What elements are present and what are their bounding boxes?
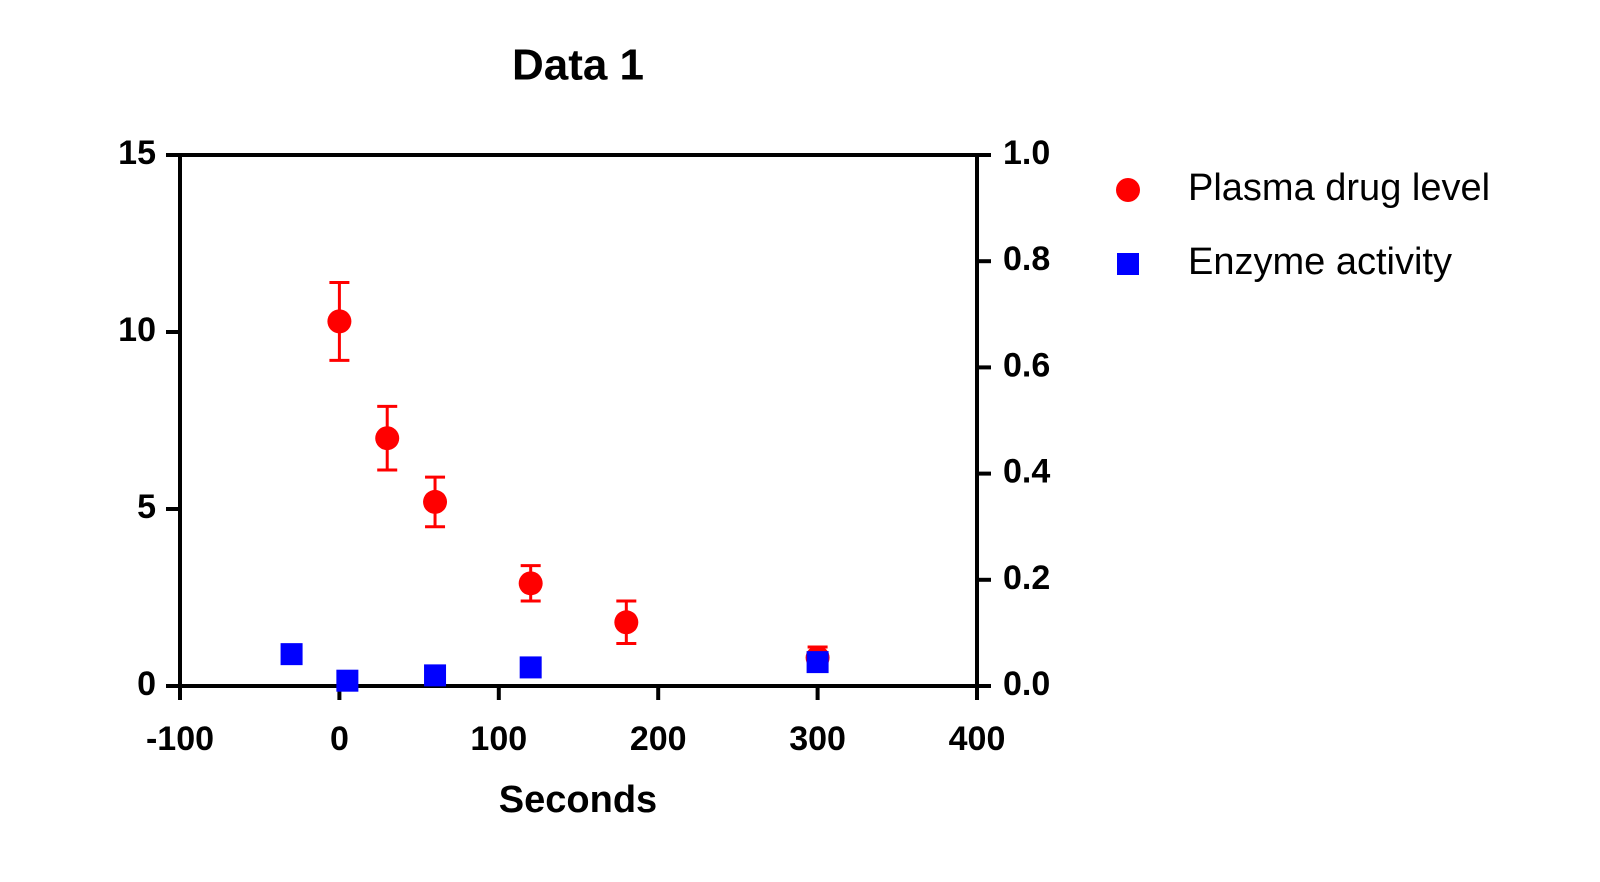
legend-marker — [1116, 178, 1140, 202]
data-point — [424, 664, 447, 687]
legend-label: Plasma drug level — [1188, 167, 1490, 209]
x-tick-label: 300 — [789, 720, 846, 758]
y2-tick-label: 0.4 — [1003, 453, 1050, 491]
plot-frame — [178, 153, 979, 688]
y2-tick-label: 0.2 — [1003, 559, 1050, 597]
y-tick-label: 10 — [118, 311, 156, 349]
data-point — [327, 309, 352, 334]
data-point — [280, 643, 303, 666]
x-tick-label: -100 — [146, 720, 214, 758]
y2-tick-label: 0.0 — [1003, 665, 1050, 703]
data-point — [336, 669, 359, 692]
y-tick-label: 0 — [137, 665, 156, 703]
x-tick-label: 200 — [630, 720, 687, 758]
data-point — [806, 651, 829, 674]
data-point — [518, 571, 543, 596]
chart-title: Data 1 — [512, 41, 644, 90]
legend-label: Enzyme activity — [1188, 241, 1452, 283]
legend-marker — [1117, 253, 1139, 275]
data-point — [614, 610, 639, 635]
y2-tick-label: 1.0 — [1003, 134, 1050, 172]
x-axis-label: Seconds — [499, 779, 657, 821]
data-point — [519, 656, 542, 679]
x-tick-label: 400 — [949, 720, 1006, 758]
y-tick-label: 15 — [118, 134, 156, 172]
y2-tick-label: 0.6 — [1003, 346, 1050, 384]
data-point — [375, 426, 400, 451]
x-tick-label: 0 — [330, 720, 349, 758]
y2-tick-label: 0.8 — [1003, 240, 1050, 278]
y-tick-label: 5 — [137, 488, 156, 526]
data-point — [423, 489, 448, 514]
x-tick-label: 100 — [470, 720, 527, 758]
